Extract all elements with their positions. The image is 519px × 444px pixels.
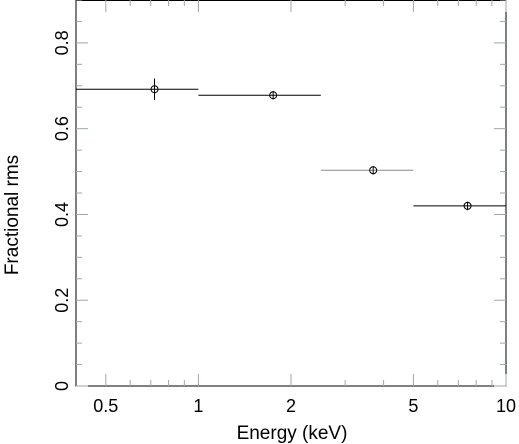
y-tick-label: 0.6 (52, 116, 72, 141)
point-marker (369, 166, 378, 175)
point-marker (463, 201, 472, 210)
y-axis-label: Fractional rms (2, 155, 23, 275)
y-tick-label: 0.4 (52, 202, 72, 227)
data-point (413, 201, 506, 211)
point-marker (269, 91, 278, 100)
y-tick-label: 0.8 (52, 30, 72, 55)
x-tick-label: 0.5 (93, 396, 118, 416)
x-tick-label: 10 (496, 396, 516, 416)
data-point (198, 90, 321, 100)
x-axis-label: Energy (keV) (237, 423, 348, 444)
plot-frame (75, 0, 507, 387)
x-tick-label: 1 (193, 396, 203, 416)
y-tick-label: 0 (52, 381, 72, 391)
y-tick-label: 0.2 (52, 288, 72, 313)
point-marker (150, 85, 159, 94)
data-point (320, 165, 414, 175)
x-tick-label: 5 (408, 396, 418, 416)
x-tick-label: 2 (286, 396, 296, 416)
data-point (76, 78, 199, 100)
